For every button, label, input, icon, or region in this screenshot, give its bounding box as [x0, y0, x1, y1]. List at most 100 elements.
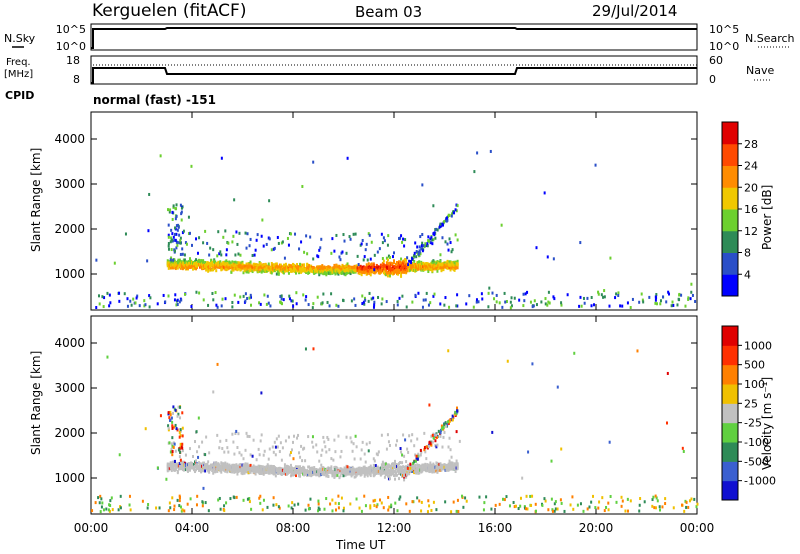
data-cell [216, 262, 219, 266]
data-cell [629, 499, 632, 503]
data-cell [424, 464, 427, 468]
data-cell [333, 475, 336, 479]
data-cell [169, 461, 172, 465]
data-cell [233, 452, 236, 456]
data-cell [273, 440, 276, 444]
data-cell [432, 265, 435, 269]
colorbar-segment [722, 461, 738, 482]
data-cell [607, 508, 610, 512]
data-cell [547, 508, 550, 512]
data-cell [372, 457, 375, 461]
data-cell [198, 466, 201, 470]
data-cell [688, 499, 691, 503]
data-cell [352, 442, 355, 446]
data-cell [177, 263, 180, 267]
data-cell [421, 463, 424, 467]
data-cell [359, 267, 362, 271]
data-cell [237, 470, 240, 474]
data-cell [202, 259, 205, 263]
data-cell [583, 301, 586, 305]
data-cell [534, 509, 537, 513]
data-cell [323, 272, 326, 276]
data-cell [540, 300, 543, 304]
data-cell [235, 267, 238, 271]
data-cell [290, 472, 293, 476]
data-cell [365, 442, 368, 446]
data-cell [415, 467, 418, 471]
data-cell [334, 272, 337, 276]
data-cell [503, 498, 506, 502]
data-cell [409, 466, 412, 470]
data-cell [404, 262, 407, 266]
data-cell [343, 239, 346, 243]
data-cell [195, 468, 198, 472]
data-cell [425, 262, 428, 266]
data-cell [350, 467, 353, 471]
data-cell [200, 462, 203, 466]
data-cell [204, 501, 207, 505]
data-cell [236, 472, 239, 476]
data-cell [417, 467, 420, 471]
data-cell [251, 454, 254, 458]
data-cell [384, 462, 387, 466]
data-cell [186, 264, 189, 268]
data-cell [597, 290, 600, 294]
data-cell [267, 471, 270, 475]
data-cell [388, 256, 391, 260]
data-cell [243, 264, 246, 268]
data-cell [400, 274, 403, 278]
data-cell [402, 433, 405, 437]
data-cell [179, 236, 182, 240]
data-cell [321, 301, 324, 305]
data-cell [284, 439, 287, 443]
data-cell [303, 265, 306, 269]
colorbar-tick-label: -25 [744, 417, 762, 430]
data-cell [426, 264, 429, 268]
data-cell [373, 459, 376, 463]
data-cell [167, 261, 170, 265]
data-cell [552, 295, 555, 299]
data-cell [325, 474, 328, 478]
data-cell [288, 294, 291, 298]
data-cell [410, 261, 413, 265]
data-cell [255, 458, 258, 462]
data-cell [415, 255, 418, 259]
data-cell [450, 214, 453, 218]
data-cell [158, 506, 161, 510]
data-cell [244, 462, 247, 466]
data-cell [385, 447, 388, 451]
data-cell [339, 266, 342, 270]
data-cell [360, 273, 363, 277]
data-cell [342, 265, 345, 269]
data-cell [416, 263, 419, 267]
data-cell [168, 416, 171, 420]
data-cell [293, 434, 295, 438]
data-cell [553, 297, 556, 301]
data-cell [302, 293, 305, 297]
data-cell [225, 263, 228, 267]
data-cell [359, 243, 362, 247]
data-cell [524, 507, 527, 511]
data-cell [108, 503, 111, 507]
data-cell [249, 262, 252, 266]
data-cell [433, 263, 436, 267]
data-cell [226, 446, 229, 450]
data-cell [513, 505, 516, 509]
data-cell [441, 263, 444, 267]
data-cell [174, 293, 177, 297]
data-cell [221, 297, 224, 301]
data-cell [550, 497, 553, 501]
data-cell [405, 502, 408, 506]
data-cell [435, 263, 438, 267]
data-cell [171, 453, 174, 457]
data-cell [220, 156, 223, 160]
data-cell [629, 306, 632, 310]
data-cell [449, 462, 452, 466]
data-cell [224, 468, 227, 472]
data-cell [174, 467, 177, 471]
data-cell [376, 266, 379, 270]
data-cell [429, 264, 432, 268]
colorbar-tick-label: 100 [744, 378, 765, 391]
data-cell [241, 463, 244, 467]
